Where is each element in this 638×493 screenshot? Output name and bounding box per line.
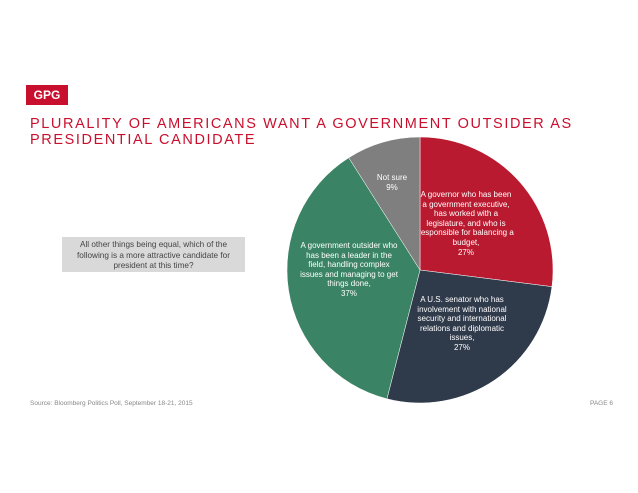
value-label: 27% (453, 342, 470, 352)
pie-slice (348, 136, 421, 271)
value-label: 27% (457, 247, 474, 257)
slice-label: A government outsider who has been a lea… (300, 241, 398, 299)
category-label: A government outsider who has been a lea… (300, 241, 398, 289)
question-box: All other things being equal, which of t… (62, 237, 245, 272)
slice-label: A U.S. senator who has involvement with … (413, 295, 511, 353)
slice-label: A governor who has been a government exe… (418, 190, 514, 257)
slide-title: PLURALITY OF AMERICANS WANT A GOVERNMENT… (30, 116, 573, 148)
pie-slice (386, 269, 553, 404)
label-box: A government outsider who has been a lea… (300, 241, 398, 299)
value-label: 37% (340, 288, 357, 298)
label-box: A U.S. senator who has involvement with … (413, 295, 511, 353)
value-label: 9% (386, 182, 398, 192)
category-label: Not sure (376, 173, 408, 182)
label-box: A governor who has been a government exe… (418, 190, 514, 257)
logo: GPG (26, 85, 68, 105)
label-box: Not sure 9% (365, 173, 419, 192)
category-label: A U.S. senator who has involvement with … (417, 295, 507, 343)
source-note: Source: Bloomberg Politics Poll, Septemb… (30, 400, 193, 407)
page-number: PAGE 6 (589, 400, 613, 407)
pie-slice (419, 136, 554, 287)
category-label: A governor who has been a government exe… (418, 190, 514, 247)
